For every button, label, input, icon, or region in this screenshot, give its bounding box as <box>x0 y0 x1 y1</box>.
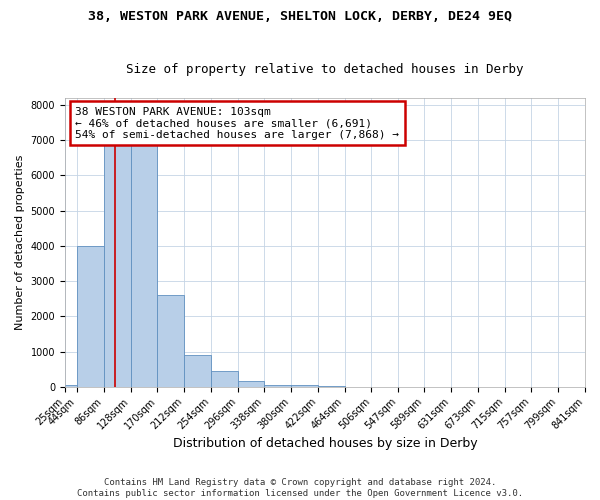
Title: Size of property relative to detached houses in Derby: Size of property relative to detached ho… <box>126 63 524 76</box>
Bar <box>211 371 238 386</box>
X-axis label: Distribution of detached houses by size in Derby: Distribution of detached houses by size … <box>173 437 477 450</box>
Bar <box>77 246 104 386</box>
Bar <box>104 119 131 386</box>
Text: 38, WESTON PARK AVENUE, SHELTON LOCK, DERBY, DE24 9EQ: 38, WESTON PARK AVENUE, SHELTON LOCK, DE… <box>88 10 512 23</box>
Bar <box>238 382 265 386</box>
Bar <box>65 385 77 386</box>
Text: Contains HM Land Registry data © Crown copyright and database right 2024.
Contai: Contains HM Land Registry data © Crown c… <box>77 478 523 498</box>
Bar <box>157 295 184 386</box>
Text: 38 WESTON PARK AVENUE: 103sqm
← 46% of detached houses are smaller (6,691)
54% o: 38 WESTON PARK AVENUE: 103sqm ← 46% of d… <box>76 106 400 140</box>
Bar <box>184 355 211 386</box>
Bar <box>265 385 291 386</box>
Bar <box>291 385 318 386</box>
Bar <box>131 122 157 386</box>
Y-axis label: Number of detached properties: Number of detached properties <box>15 154 25 330</box>
